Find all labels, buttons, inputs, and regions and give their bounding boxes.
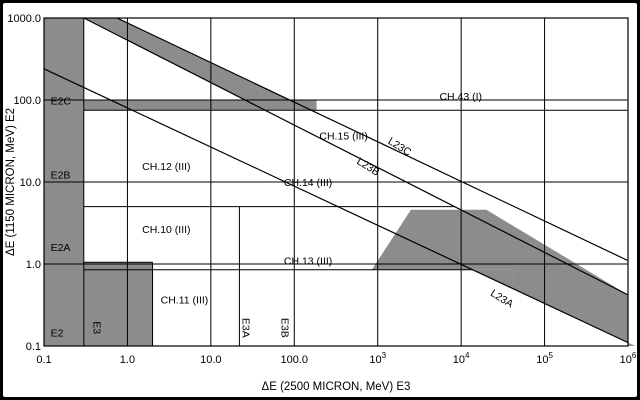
line-l23a	[43, 68, 629, 344]
region-label: E3A	[240, 318, 252, 338]
x-axis-title: ΔE (2500 MICRON, MeV) E3	[262, 381, 411, 393]
y-tick-label: 10.0	[20, 177, 41, 189]
y-tick-label: 100.0	[13, 95, 41, 107]
x-tick-exponent: 4	[465, 351, 470, 360]
region-label: CH.12 (III)	[142, 161, 190, 173]
region-label: E2B	[51, 170, 71, 182]
region-label: CH.11 (III)	[161, 294, 209, 306]
diagonal-lines	[43, 17, 629, 344]
y-tick-label: 0.1	[26, 341, 41, 353]
region-label: E2C	[51, 96, 72, 108]
division-lines	[83, 18, 628, 346]
y-axis-title: ΔE (1150 MICRON, MeV) E2	[5, 108, 17, 256]
region-label: E2A	[51, 242, 71, 254]
region-label: L23C	[386, 135, 414, 159]
shaded-region-lower-step	[371, 269, 514, 289]
region-label: CH.13 (III)	[284, 256, 332, 268]
x-tick-exponent: 5	[548, 351, 553, 360]
region-label: E2	[51, 328, 64, 340]
line-l23b	[83, 17, 629, 296]
region-label: CH.10 (III)	[142, 224, 190, 236]
region-label: CH.43 (I)	[439, 91, 482, 103]
x-tick-label: 106	[620, 351, 637, 366]
x-tick-label: 105	[536, 351, 553, 366]
x-tick-label: 10.0	[200, 354, 221, 366]
x-tick-label: 104	[453, 351, 470, 366]
x-tick-exponent: 6	[632, 351, 637, 360]
shaded-region-upper-wedge	[83, 18, 290, 100]
y-tick-label: 1000.0	[7, 13, 41, 25]
region-label: CH.15 (III)	[319, 130, 367, 142]
x-tick-label: 100.0	[281, 354, 309, 366]
y-tick-label: 1.0	[26, 259, 41, 271]
region-label: E3	[90, 321, 102, 334]
x-tick-label: 0.1	[36, 354, 51, 366]
shaded-region-e2c	[83, 100, 317, 111]
shaded-region-diagonal-band	[371, 209, 636, 346]
tick-labels: 0.1 1.0 10.0 100.0 103 104 105 106 0.1 1.0 10.0 100…	[7, 13, 637, 366]
x-tick-label: 1.0	[120, 354, 135, 366]
line-l23c	[116, 17, 629, 262]
plot-border	[43, 17, 629, 347]
shaded-region-e3	[83, 262, 153, 346]
region-label: L23A	[488, 287, 515, 310]
x-tick-label: 103	[369, 351, 386, 366]
x-tick-exponent: 3	[382, 351, 387, 360]
region-label: CH.14 (III)	[284, 177, 332, 189]
region-label: E3B	[278, 318, 290, 338]
